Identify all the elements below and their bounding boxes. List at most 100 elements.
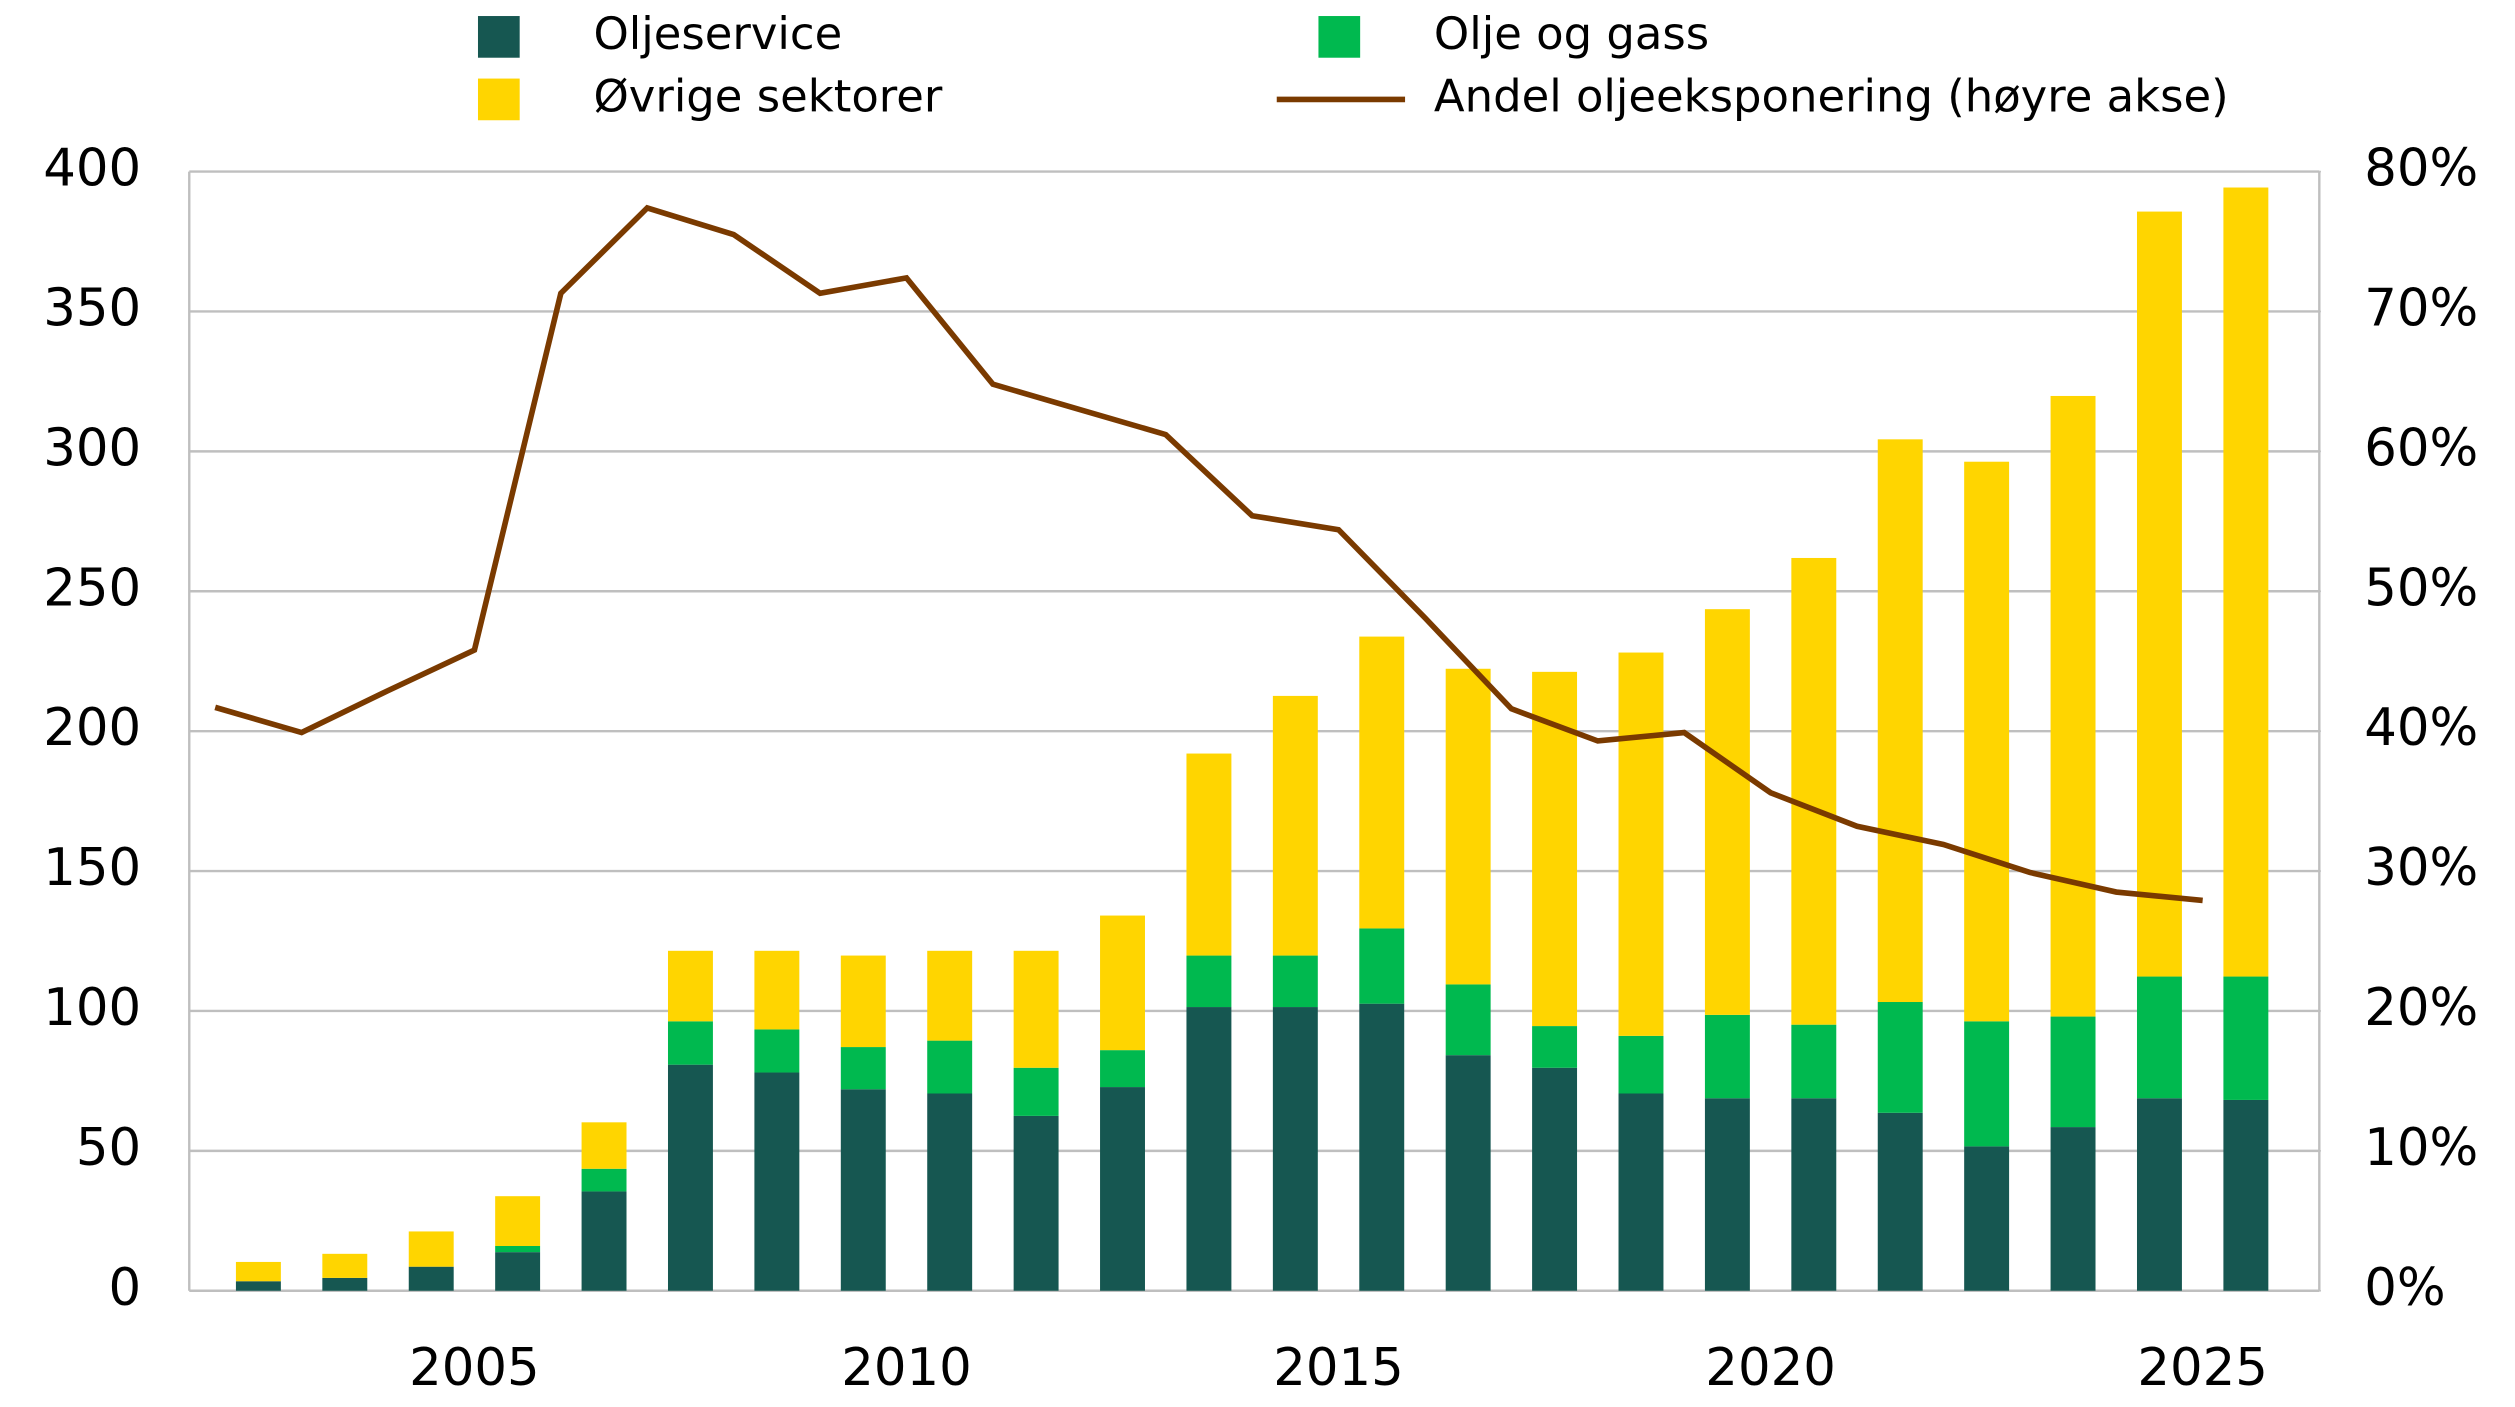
bar: [1186, 1007, 1232, 1291]
bar: [927, 1040, 973, 1094]
y2-tick-label: 0%: [2364, 1258, 2445, 1318]
bar: [581, 1168, 627, 1192]
bar: [1445, 668, 1491, 985]
bar: [1445, 1055, 1491, 1291]
bar: [1964, 1146, 2010, 1291]
bar: [1704, 1098, 1750, 1291]
bar: [1791, 1098, 1837, 1291]
bar: [1186, 753, 1232, 956]
bar: [2223, 1099, 2269, 1291]
bar: [1100, 915, 1145, 1051]
bar: [495, 1245, 541, 1253]
y-tick-label: 350: [43, 278, 141, 338]
bar: [1964, 1021, 2010, 1147]
bar: [1272, 1007, 1318, 1291]
bar: [322, 1277, 368, 1291]
x-tick-label: 2015: [1273, 1338, 1404, 1398]
bar: [1272, 695, 1318, 956]
y-tick-label: 100: [43, 978, 141, 1038]
bar: [1359, 636, 1405, 929]
bar: [235, 1261, 281, 1282]
bar: [581, 1191, 627, 1291]
bar: [1877, 1112, 1923, 1291]
y2-tick-label: 20%: [2364, 978, 2478, 1038]
bar: [667, 1021, 713, 1065]
bar: [1791, 557, 1837, 1025]
bar: [1877, 1002, 1923, 1113]
bar: [1532, 1026, 1578, 1068]
bar: [1704, 1014, 1750, 1099]
bar: [2050, 395, 2096, 1017]
y2-tick-label: 30%: [2364, 838, 2478, 898]
bar: [1791, 1024, 1837, 1099]
legend-swatch: [1318, 16, 1361, 58]
legend-swatch: [477, 78, 520, 121]
bar: [2136, 976, 2182, 1099]
y-tick-label: 300: [43, 418, 141, 478]
bar: [754, 1072, 800, 1291]
bar: [1532, 1067, 1578, 1291]
bar: [1618, 652, 1664, 1036]
bar: [2050, 1016, 2096, 1128]
y-tick-label: 150: [43, 838, 141, 898]
bar: [667, 950, 713, 1022]
bar: [754, 1029, 800, 1073]
legend-label: Øvrige sektorer: [593, 69, 942, 122]
bar: [927, 950, 973, 1041]
bar: [1100, 1050, 1145, 1088]
y-tick-label: 200: [43, 698, 141, 758]
bar: [581, 1122, 627, 1169]
bar: [1704, 609, 1750, 1015]
x-tick-label: 2020: [1705, 1338, 1836, 1398]
y2-tick-label: 60%: [2364, 418, 2478, 478]
line: [214, 204, 2203, 904]
bar: [1964, 461, 2010, 1022]
bar: [1445, 984, 1491, 1056]
bar: [667, 1064, 713, 1291]
y2-tick-label: 80%: [2364, 139, 2478, 199]
bar: [235, 1281, 281, 1291]
bar: [1100, 1087, 1145, 1291]
y2-tick-label: 40%: [2364, 698, 2478, 758]
bar: [1618, 1035, 1664, 1094]
bar: [1013, 1067, 1059, 1116]
bar: [2136, 1098, 2182, 1291]
x-tick-label: 2005: [409, 1338, 540, 1398]
bar: [1186, 955, 1232, 1008]
bar: [408, 1266, 454, 1291]
legend-label: Olje og gass: [1434, 7, 1709, 60]
bar: [408, 1231, 454, 1267]
x-tick-label: 2025: [2137, 1338, 2268, 1398]
bar: [495, 1252, 541, 1291]
legend-swatch: [477, 16, 520, 58]
bar: [322, 1253, 368, 1278]
y2-tick-label: 70%: [2364, 278, 2478, 338]
bar: [840, 1089, 886, 1291]
y-tick-label: 50: [76, 1118, 141, 1178]
bar: [754, 950, 800, 1030]
bar: [1877, 439, 1923, 1003]
y2-tick-label: 10%: [2364, 1118, 2478, 1178]
bar: [1013, 950, 1059, 1068]
y-tick-label: 0: [109, 1258, 142, 1318]
legend-label: Andel oljeeksponering (høyre akse): [1434, 69, 2229, 122]
bar: [2223, 187, 2269, 977]
bar: [2050, 1127, 2096, 1291]
y-tick-label: 400: [43, 139, 141, 199]
bar: [840, 955, 886, 1048]
bar: [1272, 955, 1318, 1008]
bar: [2223, 976, 2269, 1100]
bar: [1359, 928, 1405, 1004]
y2-tick-label: 50%: [2364, 558, 2478, 618]
bar: [495, 1196, 541, 1246]
bar: [1359, 1003, 1405, 1291]
bar: [2136, 211, 2182, 977]
legend-label: Oljeservice: [593, 7, 842, 60]
bar: [840, 1047, 886, 1090]
bar: [927, 1093, 973, 1291]
y-tick-label: 250: [43, 558, 141, 618]
bar: [1618, 1093, 1664, 1291]
bar: [1013, 1115, 1059, 1291]
